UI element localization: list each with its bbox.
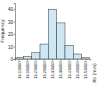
- y-axis: 0 10 20 30 40: [8, 4, 16, 62]
- bars: [15, 9, 90, 59]
- tick: 13.53850: [83, 59, 88, 79]
- tick-mark: [19, 59, 20, 61]
- bar: [40, 44, 48, 59]
- tick: 0: [10, 57, 15, 62]
- tick-mark: [14, 47, 16, 48]
- axis-line: [16, 60, 91, 61]
- tick: 13.28850: [42, 59, 47, 79]
- tick: 13.23850: [33, 59, 38, 79]
- bar: [73, 54, 81, 59]
- tick-mark: [60, 59, 61, 61]
- tick-label: 13.23850: [33, 61, 38, 79]
- tick: 30: [8, 20, 15, 25]
- axis-line: [14, 4, 16, 60]
- tick-label: 13.28850: [42, 61, 47, 79]
- tick: 13.13850: [17, 59, 22, 79]
- tick: 13.33850: [50, 59, 55, 79]
- tick: 10: [8, 44, 15, 49]
- tick-mark: [14, 59, 16, 60]
- chart: 0 10 20 30 40 13.1385013.1885013.23850 13.2885…: [0, 0, 100, 87]
- tick: 13.18850: [25, 59, 30, 79]
- tick-mark: [85, 59, 86, 61]
- x-axis-title: Rb (mm): [92, 63, 97, 83]
- tick-mark: [14, 34, 16, 35]
- tick-label: 13.48850: [75, 61, 80, 79]
- tick-label: 0: [10, 57, 13, 62]
- x-axis: 13.1385013.1885013.23850 13.2885013.33850…: [16, 59, 91, 79]
- tick: 20: [8, 32, 15, 37]
- bar: [65, 45, 73, 59]
- tick-label: 20: [8, 32, 14, 37]
- tick-label: 10: [8, 44, 14, 49]
- tick-mark: [52, 59, 53, 61]
- tick-label: 13.18850: [25, 61, 30, 79]
- tick-mark: [69, 59, 70, 61]
- tick-label: 13.43850: [67, 61, 72, 79]
- bar: [57, 23, 65, 59]
- tick-mark: [27, 59, 28, 61]
- bar: [82, 58, 90, 59]
- bar: [23, 57, 31, 59]
- tick-label: 13.53850: [83, 61, 88, 79]
- tick-label: 40: [8, 7, 14, 12]
- y-axis-title: Frequency: [0, 19, 5, 43]
- tick-mark: [14, 22, 16, 23]
- tick-mark: [35, 59, 36, 61]
- tick-label: 13.13850: [17, 61, 22, 79]
- tick-mark: [14, 9, 16, 10]
- plot: 0 10 20 30 40 13.1385013.1885013.23850 13.2885…: [8, 4, 91, 79]
- bar: [15, 58, 23, 59]
- tick-label: 13.38850: [58, 61, 63, 79]
- tick-label: 13.33850: [50, 61, 55, 79]
- tick: 13.38850: [58, 59, 63, 79]
- bar: [48, 9, 56, 59]
- tick: 13.48850: [75, 59, 80, 79]
- tick-mark: [77, 59, 78, 61]
- tick-label: 30: [8, 20, 14, 25]
- bar: [32, 53, 40, 59]
- tick: 40: [8, 7, 15, 12]
- tick: 13.43850: [67, 59, 72, 79]
- tick-mark: [44, 59, 45, 61]
